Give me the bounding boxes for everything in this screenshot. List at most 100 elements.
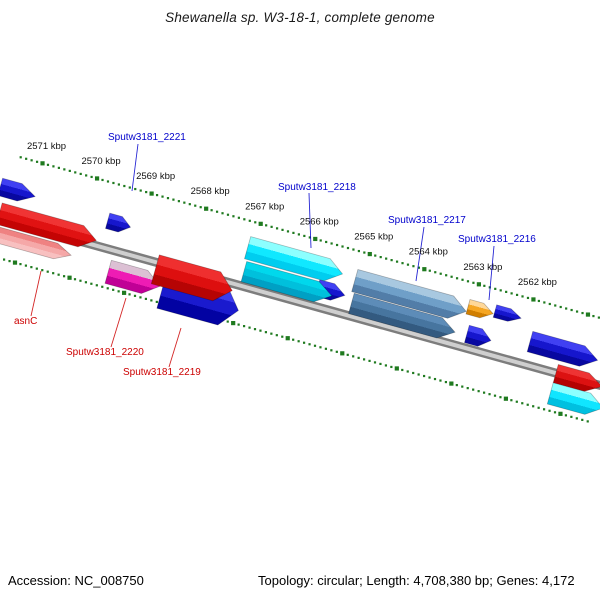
ruler-minor-tick <box>232 215 235 218</box>
ruler-major-tick <box>40 161 45 166</box>
ruler-minor-tick <box>270 225 273 228</box>
ruler-minor-tick <box>117 183 120 186</box>
ruler-minor-tick <box>434 271 437 274</box>
ruler-minor-tick <box>444 380 448 384</box>
ruler-minor-tick <box>499 396 502 399</box>
ruler-minor-tick <box>242 325 246 328</box>
accession-text: Accession: NC_008750 <box>8 573 144 588</box>
ruler-minor-tick <box>139 296 142 299</box>
ruler-minor-tick <box>275 227 279 230</box>
ruler-minor-tick <box>428 376 431 379</box>
ruler-minor-tick <box>417 266 420 269</box>
genome-summary-text: Topology: circular; Length: 4,708,380 bp… <box>258 573 575 588</box>
ruler-minor-tick <box>106 180 110 183</box>
ruler-minor-tick <box>101 178 104 182</box>
ruler-minor-tick <box>313 344 317 347</box>
ruler-minor-tick <box>581 418 584 421</box>
ruler-minor-tick <box>346 353 349 356</box>
ruler-minor-tick <box>155 300 158 304</box>
gene-arrow-gene-blue-d <box>526 330 599 367</box>
ruler-major-tick <box>340 351 345 356</box>
ruler-minor-tick <box>117 290 120 293</box>
ruler-minor-tick <box>106 287 109 290</box>
ruler-minor-tick <box>455 383 458 387</box>
ruler-minor-tick <box>510 399 513 402</box>
ruler-minor-tick <box>417 373 420 376</box>
ruler-minor-tick <box>90 175 93 179</box>
ruler-minor-tick <box>570 308 573 312</box>
ruler-minor-tick <box>586 420 589 423</box>
ruler-minor-tick <box>57 273 60 276</box>
ruler-major-tick <box>12 260 18 265</box>
ruler-minor-tick <box>565 307 568 310</box>
ruler-label: 2564 kbp <box>409 247 448 258</box>
ruler-minor-tick <box>226 320 229 323</box>
ruler-minor-tick <box>215 210 219 213</box>
ruler-minor-tick <box>362 358 366 361</box>
ruler-minor-tick <box>324 347 328 350</box>
ruler-minor-tick <box>494 287 497 290</box>
leader-line-gene-2217 <box>415 226 425 282</box>
gene-label-gene-asnC: asnC <box>14 316 37 327</box>
ruler-minor-tick <box>477 390 480 393</box>
ruler-minor-tick <box>597 316 600 319</box>
gene-arrow-gene-2222 <box>0 177 36 202</box>
gene-arrow-gene-2218 <box>244 236 344 282</box>
ruler-minor-tick <box>455 277 459 280</box>
ruler-major-tick <box>367 251 372 257</box>
ruler-minor-tick <box>128 293 131 296</box>
ruler-minor-tick <box>237 216 240 219</box>
ruler-minor-tick <box>401 368 404 372</box>
ruler-minor-tick <box>308 236 311 239</box>
ruler-minor-tick <box>297 340 300 343</box>
ruler-minor-tick <box>112 181 115 185</box>
ruler-minor-tick <box>139 189 142 192</box>
ruler-minor-tick <box>248 219 251 222</box>
ruler-minor-tick <box>128 186 131 189</box>
ruler-minor-tick <box>134 187 137 191</box>
gene-arrow-gene-red-b <box>150 254 233 302</box>
ruler-minor-tick <box>319 346 322 349</box>
ruler-minor-tick <box>450 275 453 278</box>
backbone-core <box>0 216 600 388</box>
ruler-minor-tick <box>428 269 431 272</box>
ruler-minor-tick <box>384 364 388 367</box>
ruler-minor-tick <box>368 359 371 362</box>
ruler-minor-tick <box>335 243 339 247</box>
ruler-minor-tick <box>499 289 502 292</box>
ruler-minor-tick <box>259 329 262 332</box>
ruler-minor-tick <box>581 311 584 315</box>
ruler-major-tick <box>449 381 454 386</box>
gene-arrow-gene-2220 <box>104 259 161 294</box>
ruler-minor-tick <box>194 204 197 207</box>
gene-arrow-gene-asnC <box>0 226 72 260</box>
ruler-upper <box>19 156 600 319</box>
ruler-minor-tick <box>243 218 246 221</box>
ruler-minor-tick <box>303 234 306 238</box>
gene-arrow-gene-red-c <box>552 364 600 392</box>
ruler-minor-tick <box>373 361 377 364</box>
ruler-minor-tick <box>79 279 82 282</box>
ruler-minor-tick <box>297 233 300 236</box>
ruler-minor-tick <box>308 343 311 346</box>
ruler-minor-tick <box>265 224 268 227</box>
leader-line-gene-2219 <box>168 327 182 368</box>
ruler-minor-tick <box>133 294 137 297</box>
ruler-major-tick <box>394 366 399 371</box>
ruler-major-tick <box>313 236 318 242</box>
ruler-minor-tick <box>330 242 333 245</box>
ruler-minor-tick <box>379 255 382 259</box>
ruler-minor-tick <box>286 230 290 233</box>
ruler-major-tick <box>258 221 263 226</box>
ruler-minor-tick <box>161 195 164 198</box>
ruler-major-tick <box>149 191 154 196</box>
ruler-major-tick <box>94 176 100 181</box>
ruler-label: 2563 kbp <box>463 262 502 273</box>
ruler-minor-tick <box>521 402 524 405</box>
ruler-minor-tick <box>335 350 338 353</box>
ruler-minor-tick <box>357 356 360 359</box>
ruler-label: 2571 kbp <box>27 141 66 152</box>
ruler-minor-tick <box>63 168 66 171</box>
ruler-label: 2569 kbp <box>136 171 175 182</box>
